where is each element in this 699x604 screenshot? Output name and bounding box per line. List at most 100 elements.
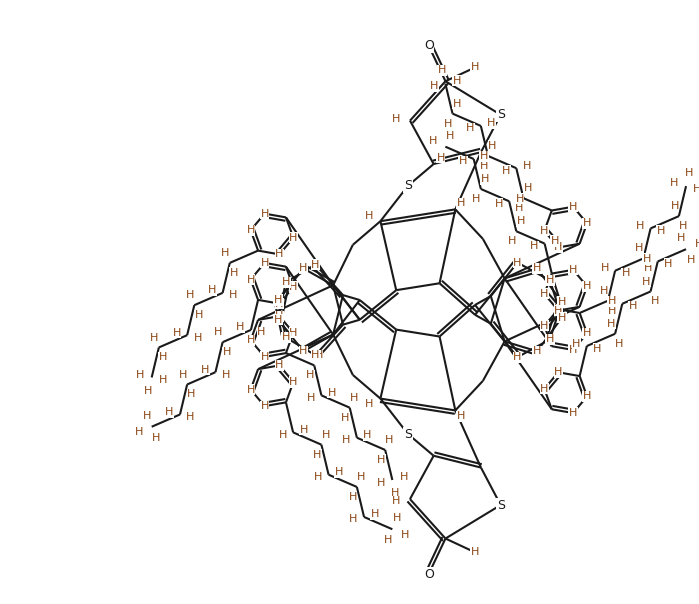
Text: H: H (261, 352, 269, 362)
Text: H: H (457, 199, 466, 208)
Text: H: H (313, 449, 322, 460)
Text: H: H (143, 411, 151, 421)
Text: H: H (222, 248, 230, 258)
Text: H: H (523, 161, 531, 171)
Text: H: H (600, 286, 608, 296)
Text: H: H (400, 472, 408, 482)
Text: H: H (322, 429, 330, 440)
Text: H: H (201, 365, 209, 374)
Text: H: H (159, 352, 167, 362)
Text: H: H (428, 137, 437, 146)
Text: H: H (328, 388, 336, 398)
Text: H: H (664, 259, 672, 269)
Text: H: H (247, 274, 255, 284)
Text: H: H (385, 435, 394, 445)
Text: H: H (257, 327, 266, 338)
Text: H: H (558, 313, 566, 323)
Text: H: H (480, 152, 489, 161)
Text: H: H (517, 216, 525, 226)
Text: H: H (144, 386, 152, 396)
Text: H: H (348, 492, 356, 502)
Text: H: H (507, 236, 516, 246)
Text: H: H (583, 391, 591, 402)
Text: H: H (615, 339, 624, 349)
Text: H: H (524, 183, 532, 193)
Text: H: H (488, 141, 496, 151)
Text: H: H (274, 295, 282, 305)
Text: H: H (643, 254, 651, 264)
Text: H: H (494, 199, 503, 209)
Text: H: H (350, 515, 358, 524)
Text: H: H (159, 375, 167, 385)
Text: H: H (315, 350, 323, 361)
Text: H: H (186, 291, 194, 300)
Text: H: H (152, 432, 161, 443)
Text: H: H (187, 390, 196, 399)
Text: H: H (307, 393, 315, 403)
Text: H: H (342, 435, 350, 445)
Text: H: H (480, 161, 488, 171)
Text: O: O (424, 568, 433, 580)
Text: H: H (275, 298, 284, 309)
Text: H: H (350, 393, 358, 403)
Text: H: H (261, 208, 269, 219)
Text: S: S (404, 428, 412, 440)
Text: H: H (600, 263, 609, 273)
Text: H: H (391, 489, 400, 498)
Text: H: H (370, 509, 379, 519)
Text: H: H (223, 347, 231, 357)
Text: H: H (558, 297, 566, 307)
Text: H: H (679, 221, 687, 231)
Text: H: H (282, 277, 290, 288)
Text: H: H (554, 306, 563, 315)
Text: H: H (546, 275, 554, 285)
Text: H: H (436, 153, 445, 162)
Text: S: S (497, 498, 505, 512)
Text: H: H (222, 370, 230, 380)
Text: H: H (135, 427, 143, 437)
Text: H: H (230, 268, 238, 278)
Text: H: H (299, 263, 308, 274)
Text: H: H (693, 184, 699, 194)
Text: H: H (644, 263, 652, 274)
Text: H: H (670, 178, 679, 188)
Text: H: H (430, 82, 438, 91)
Text: H: H (554, 242, 563, 252)
Text: H: H (540, 321, 549, 331)
Text: H: H (607, 296, 616, 306)
Text: H: H (569, 345, 577, 355)
Text: H: H (608, 306, 617, 316)
Text: H: H (311, 260, 319, 269)
Text: H: H (513, 352, 521, 362)
Text: H: H (335, 467, 343, 477)
Text: H: H (392, 496, 401, 506)
Text: H: H (551, 236, 559, 246)
Text: H: H (274, 315, 282, 325)
Text: H: H (165, 407, 173, 417)
Text: H: H (446, 131, 454, 141)
Text: H: H (473, 194, 481, 204)
Text: H: H (236, 323, 245, 332)
Text: H: H (393, 513, 401, 524)
Text: H: H (444, 118, 452, 129)
Text: H: H (533, 263, 541, 274)
Text: H: H (572, 338, 580, 349)
Text: H: H (569, 202, 577, 212)
Text: H: H (651, 297, 659, 306)
Text: H: H (377, 478, 385, 487)
Text: H: H (173, 327, 181, 338)
Text: H: H (554, 367, 563, 378)
Text: H: H (457, 411, 466, 422)
Text: H: H (384, 535, 392, 545)
Text: H: H (289, 233, 298, 243)
Text: H: H (453, 98, 461, 109)
Text: H: H (363, 430, 372, 440)
Text: H: H (453, 76, 461, 86)
Text: H: H (530, 241, 538, 251)
Text: H: H (229, 291, 238, 300)
Text: H: H (247, 385, 255, 394)
Text: H: H (635, 243, 643, 254)
Text: H: H (311, 350, 319, 360)
Text: H: H (278, 430, 287, 440)
Text: H: H (695, 239, 699, 249)
